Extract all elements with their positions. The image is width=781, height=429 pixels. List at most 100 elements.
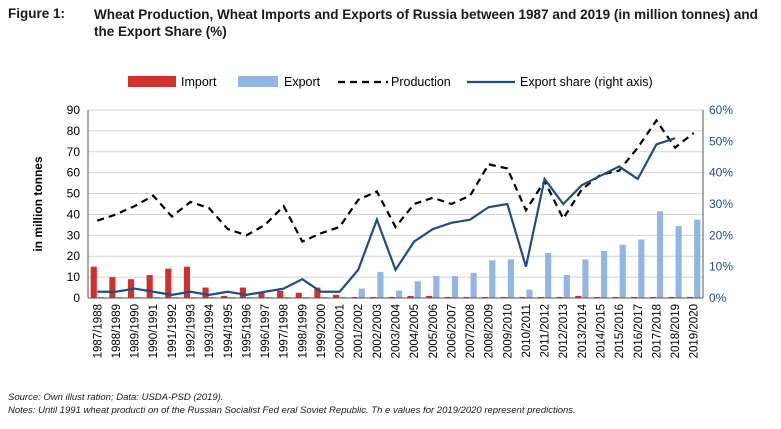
- bar-export: [545, 253, 552, 298]
- legend-label-export-share: Export share (right axis): [520, 75, 653, 89]
- x-tick-label: 2019/2020: [689, 304, 701, 358]
- x-tick-label: 1991/1992: [167, 304, 179, 358]
- bar-import: [463, 296, 470, 298]
- bar-import: [556, 296, 563, 298]
- legend-label-production: Production: [391, 75, 451, 89]
- legend-swatch-export: [238, 76, 278, 87]
- bar-import: [351, 296, 358, 298]
- bar-import: [165, 268, 172, 298]
- legend-label-export: Export: [284, 75, 321, 89]
- notes-text: Notes: Until 1991 wheat producti on of t…: [8, 405, 576, 416]
- x-tick-label: 1988/1989: [111, 304, 123, 358]
- bar-import: [687, 296, 694, 298]
- bar-export: [451, 276, 459, 298]
- bar-import: [221, 295, 228, 298]
- x-tick-label: 1990/1991: [148, 304, 160, 358]
- bar-import: [426, 295, 433, 298]
- bar-export: [228, 296, 235, 298]
- bar-export: [302, 296, 309, 298]
- y-tick-label: 60: [67, 166, 81, 180]
- bar-import: [332, 294, 340, 298]
- bar-export: [656, 211, 664, 298]
- source-note: Source: Own illust ration; Data: USDA-PS…: [8, 392, 224, 403]
- bar-export: [489, 260, 496, 298]
- bar-export: [246, 296, 254, 298]
- x-tick-label: 2017/2018: [651, 304, 663, 358]
- bar-export: [284, 296, 291, 298]
- x-tick-label: 1993/1994: [204, 303, 216, 358]
- x-tick-label: 1997/1998: [279, 304, 291, 358]
- bar-import: [258, 292, 265, 298]
- x-tick-label: 2005/2006: [428, 304, 440, 358]
- x-tick-label: 2010/2011: [521, 304, 533, 358]
- x-tick-label: 2004/2005: [409, 304, 421, 358]
- y2-tick-label: 50%: [709, 134, 733, 148]
- y-tick-label: 90: [67, 103, 81, 117]
- bar-import: [575, 295, 582, 298]
- y-tick-label: 80: [67, 124, 81, 138]
- y2-tick-label: 30%: [709, 197, 733, 211]
- bar-export: [340, 296, 347, 298]
- bar-import: [239, 287, 246, 298]
- chart: 0 10 20 30 40 50 60 70 80 90 0% 10% 20% 30% 40% 50% 60% i…: [31, 75, 733, 358]
- x-tick-label: 2007/2008: [465, 304, 477, 358]
- bar-import: [295, 292, 302, 298]
- y2-tick-label: 10%: [709, 260, 733, 274]
- x-tick-label: 2001/2002: [353, 304, 365, 358]
- bar-import: [500, 296, 507, 298]
- y2-tick-label: 40%: [709, 166, 733, 180]
- x-tick-label: 2006/2007: [446, 304, 458, 358]
- x-tick-label: 2002/2003: [372, 304, 384, 358]
- bar-export: [265, 296, 272, 298]
- bar-export: [97, 296, 104, 298]
- chart-title: Wheat Production, Wheat Imports and Expo…: [94, 7, 758, 39]
- x-tick-label: 2011/2012: [540, 304, 552, 358]
- bar-import: [519, 296, 526, 298]
- bar-import: [537, 296, 545, 298]
- bar-export: [377, 271, 384, 298]
- x-tick-label: 1999/2000: [316, 304, 328, 358]
- bar-import: [668, 296, 675, 298]
- figure-label: Figure 1:: [8, 6, 66, 21]
- bar-export: [321, 296, 328, 298]
- line-production: [96, 118, 695, 244]
- y-tick-label: 70: [67, 145, 81, 159]
- x-tick-label: 2014/2015: [596, 304, 608, 358]
- x-tick-label: 2018/2019: [670, 304, 682, 358]
- bar-export: [396, 290, 403, 298]
- y-tick-label: 10: [67, 270, 81, 284]
- bar-import: [314, 287, 321, 298]
- bar-import: [183, 266, 190, 298]
- bar-export: [526, 289, 533, 298]
- bar-export: [358, 288, 365, 298]
- x-tick-label: 2008/2009: [484, 304, 496, 358]
- bar-import: [146, 275, 153, 298]
- y2-tick-label: 60%: [709, 103, 733, 117]
- bar-import: [649, 296, 656, 298]
- bar-export: [135, 296, 142, 298]
- bar-import: [444, 296, 451, 298]
- bar-import: [612, 296, 619, 298]
- y-tick-label: 40: [67, 207, 81, 221]
- bar-import: [277, 290, 284, 298]
- x-tick-label: 1996/1997: [260, 304, 272, 358]
- bar-import: [407, 295, 414, 298]
- x-tick-label: 1998/1999: [297, 304, 309, 358]
- x-tick-label: 2003/2004: [391, 303, 403, 358]
- x-tick-label: 2012/2013: [558, 304, 570, 358]
- x-tick-label: 2015/2016: [614, 304, 626, 358]
- y2-tick-label: 0%: [709, 291, 727, 305]
- bar-export: [433, 276, 440, 298]
- bar-export: [470, 272, 477, 298]
- bar-export: [601, 251, 608, 298]
- bar-import: [370, 296, 377, 298]
- y-tick-label: 50: [67, 187, 81, 201]
- x-tick-label: 2009/2010: [502, 304, 514, 358]
- bar-import: [90, 266, 97, 298]
- bar-export: [153, 296, 160, 298]
- x-tick-label: 2013/2014: [577, 303, 589, 358]
- bar-export: [414, 281, 421, 298]
- bar-export: [116, 296, 123, 298]
- bar-import: [593, 296, 600, 298]
- bar-export: [675, 225, 682, 298]
